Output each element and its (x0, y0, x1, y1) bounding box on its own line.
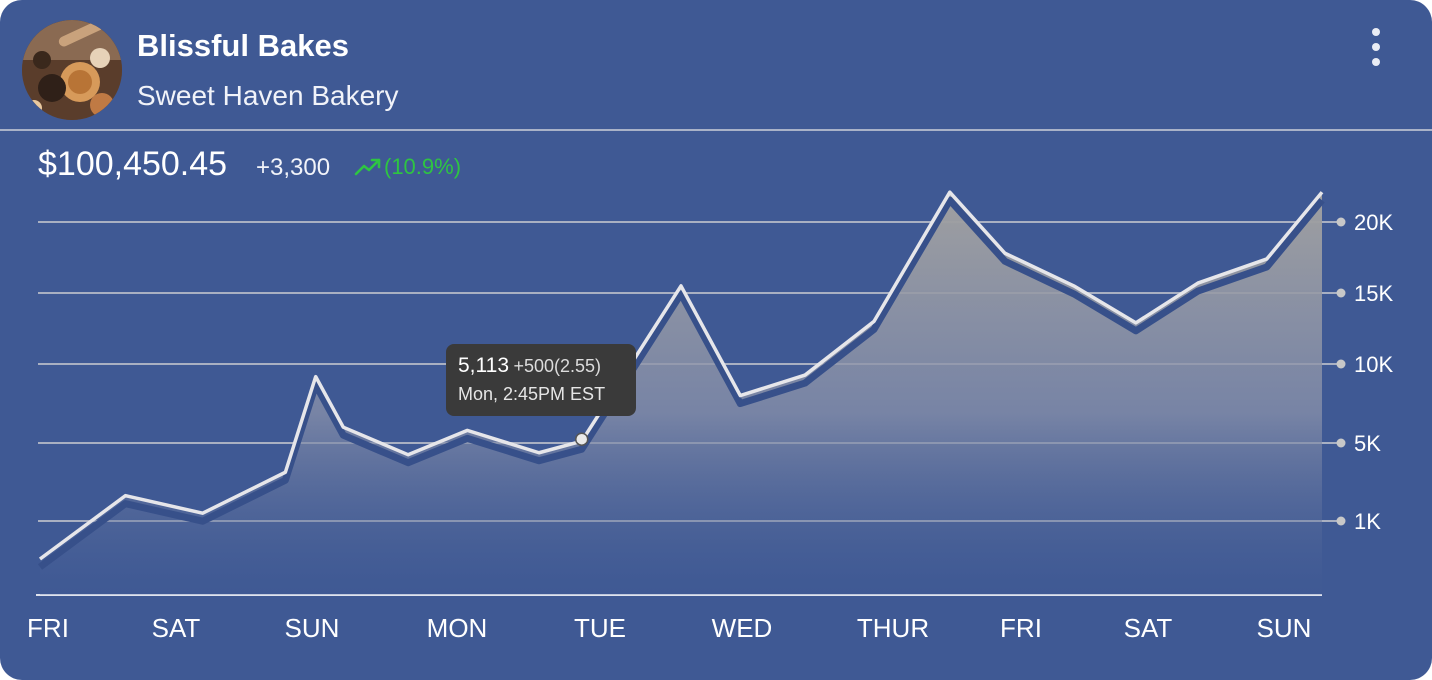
price-change: +3,300 (256, 154, 331, 181)
tick-dot (1336, 217, 1346, 227)
series-line-shadow (37, 196, 1325, 570)
x-tick-label: FRI (1000, 613, 1042, 643)
trending-up-icon (354, 158, 381, 176)
y-tick-label: 1K (1354, 509, 1381, 534)
y-tick-label: 5K (1354, 431, 1381, 456)
store-subtitle: Sweet Haven Bakery (137, 80, 399, 111)
series-line (38, 190, 1324, 561)
y-tick-label: 10K (1354, 352, 1393, 377)
x-tick-label: THUR (857, 613, 929, 643)
bakery-avatar (22, 20, 122, 120)
x-tick-label: FRI (27, 613, 69, 643)
tick-dot (1336, 516, 1346, 526)
x-tick-label: SUN (285, 613, 340, 643)
x-tick-label: SUN (1257, 613, 1312, 643)
y-tick-label: 15K (1354, 281, 1393, 306)
tick-dot (1336, 438, 1346, 448)
chart-tooltip: 5,113 +500(2.55) Mon, 2:45PM EST (446, 344, 636, 416)
tooltip-value: 5,113 (458, 354, 509, 377)
total-price: $100,450.45 (38, 145, 228, 183)
x-tick-label: MON (427, 613, 488, 643)
tick-dot (1336, 359, 1346, 369)
x-tick-label: SAT (1124, 613, 1173, 643)
y-tick-label: 20K (1354, 210, 1393, 235)
highlight-point[interactable] (574, 432, 589, 446)
tooltip-delta: +500(2.55) (513, 356, 602, 376)
store-title: Blissful Bakes (137, 28, 349, 63)
header-divider (0, 129, 1432, 131)
x-tick-label: SAT (152, 613, 201, 643)
tick-dot (1336, 288, 1346, 298)
x-tick-label: TUE (574, 613, 626, 643)
tooltip-time: Mon, 2:45PM EST (458, 384, 606, 404)
bakery-photo-icon (22, 20, 122, 120)
price-change-percent: (10.9%) (384, 154, 462, 179)
x-tick-label: WED (712, 613, 773, 643)
more-vertical-icon[interactable] (1362, 26, 1392, 68)
area-fill (40, 192, 1322, 595)
